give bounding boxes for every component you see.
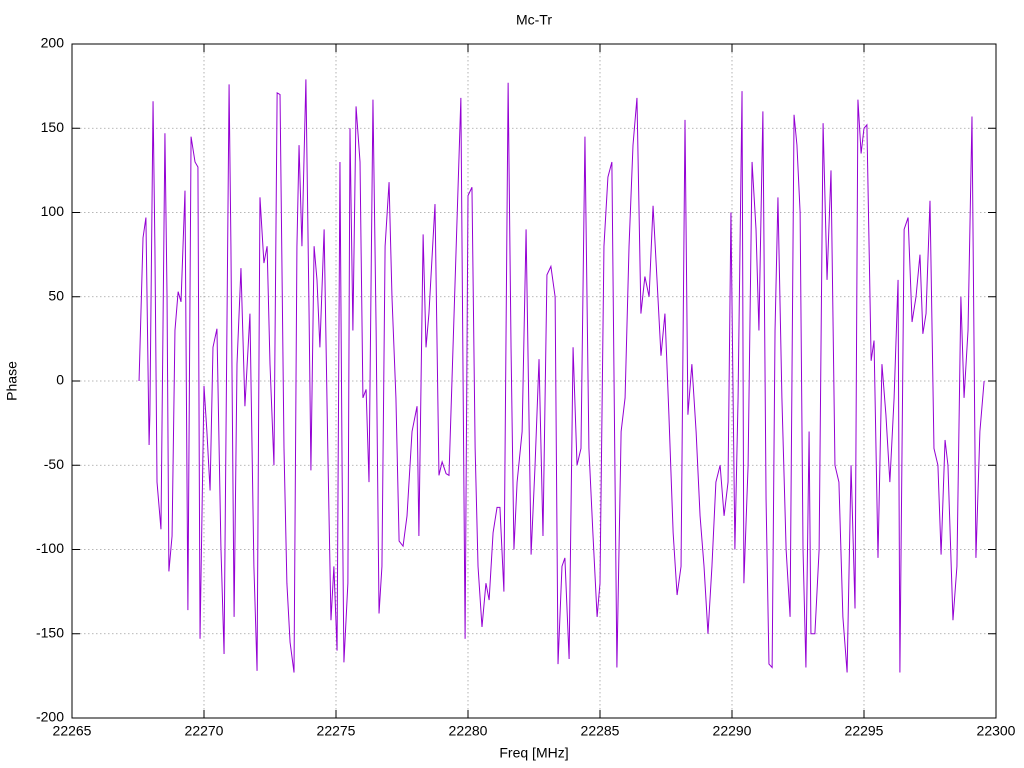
y-tick-label: -100 (36, 540, 64, 556)
x-tick-label: 22265 (53, 723, 92, 739)
y-tick-label: -150 (36, 624, 64, 640)
x-tick-label: 22275 (317, 723, 356, 739)
data-line (138, 79, 985, 673)
plot-border (71, 43, 997, 719)
x-tick-label: 22295 (845, 723, 884, 739)
y-tick-label: 150 (41, 119, 65, 135)
x-tick-label: 22285 (581, 723, 620, 739)
x-axis-label: Freq [MHz] (499, 745, 568, 761)
y-tick-label: 50 (48, 287, 64, 303)
y-tick-label: -50 (44, 456, 64, 472)
y-tick-label: -200 (36, 709, 64, 725)
y-tick-label: 100 (41, 203, 65, 219)
x-tick-label: 22300 (977, 723, 1016, 739)
y-axis-label: Phase (4, 361, 20, 401)
x-tick-label: 22280 (449, 723, 488, 739)
chart-title: Mc-Tr (516, 12, 552, 28)
y-tick-label: 0 (56, 372, 64, 388)
x-tick-label: 22290 (713, 723, 752, 739)
y-tick-label: 200 (41, 35, 65, 51)
x-tick-label: 22270 (185, 723, 224, 739)
